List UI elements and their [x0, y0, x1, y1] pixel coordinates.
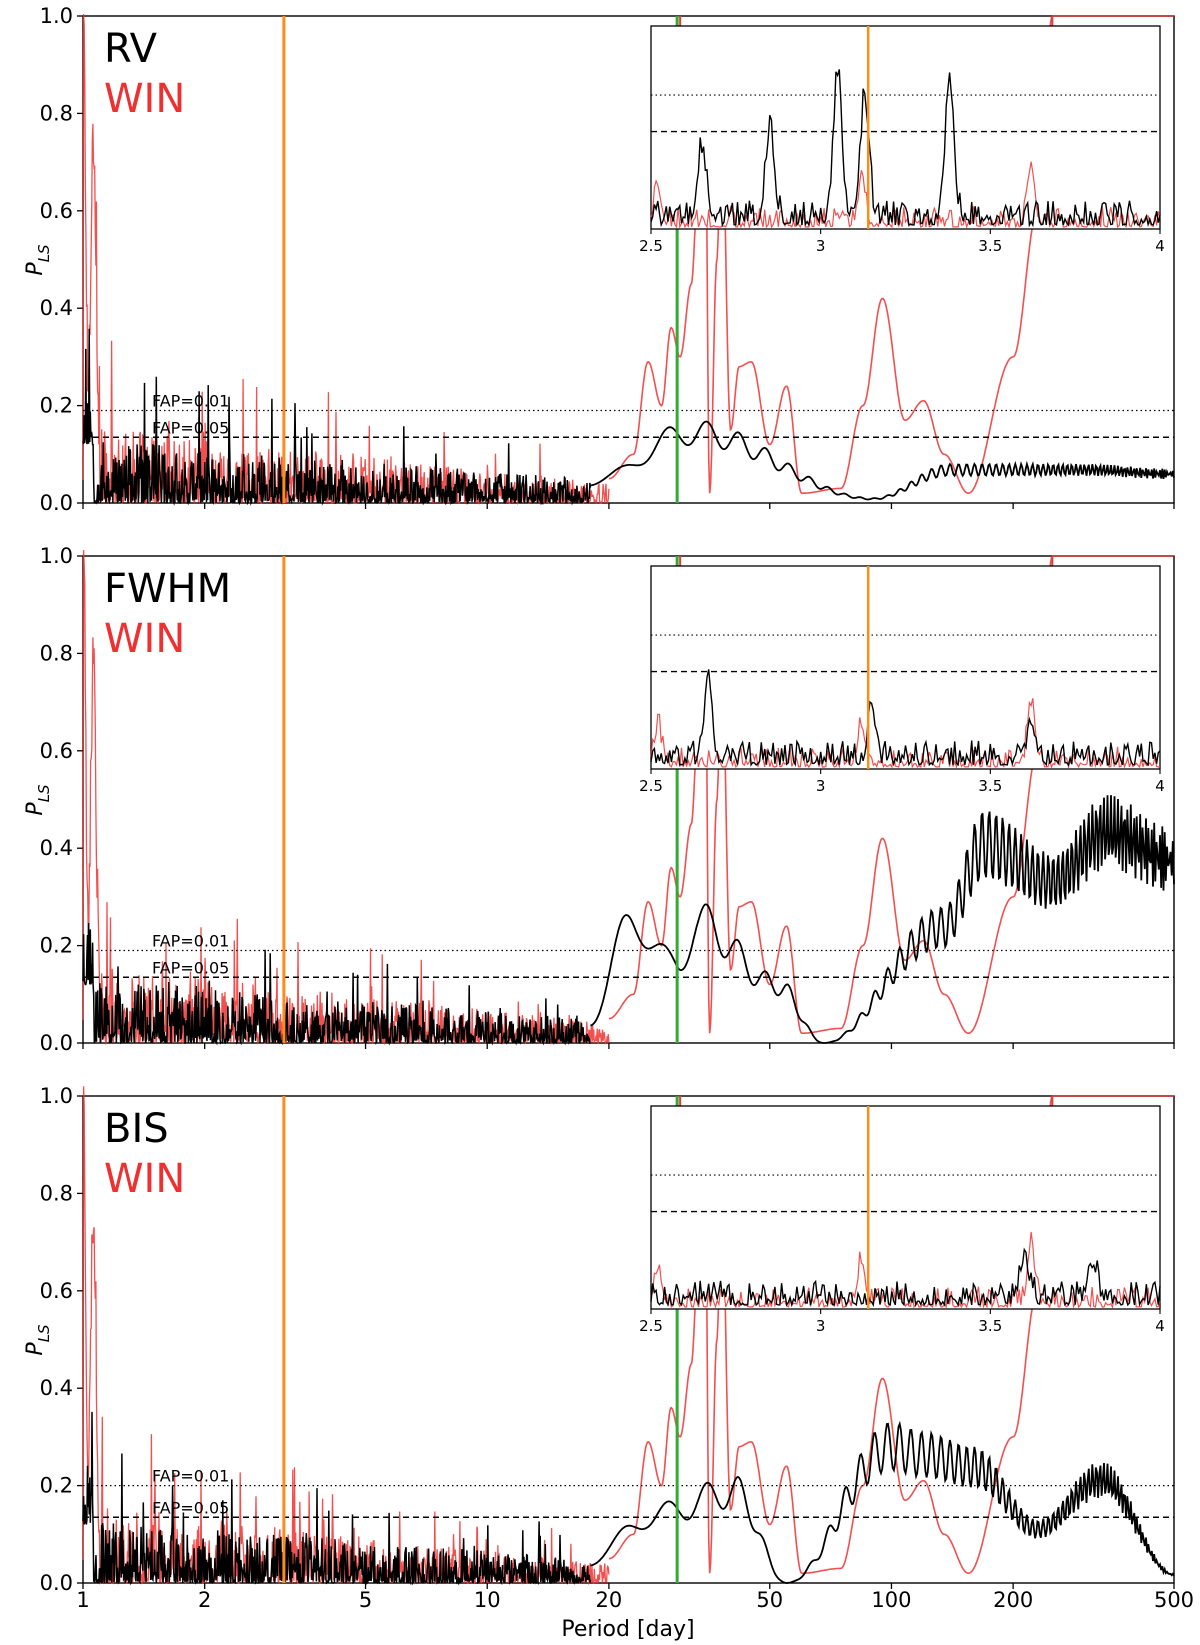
inset-x-tick-label: 2.5: [639, 777, 663, 795]
panel-bis: 0.0 0.2 0.4 0.6 0.8 1.0 FAP=0.01 FAP=0.05 BIS…: [23, 1084, 1175, 1595]
inset-x-tick-label: 3: [816, 237, 826, 255]
panel-label: FWHM: [104, 566, 231, 612]
y-title-sub: LS: [35, 1324, 53, 1342]
panel-fwhm-y-axis: 0.0 0.2 0.4 0.6 0.8 1.0: [40, 544, 83, 1055]
panel-label: RV: [104, 26, 158, 72]
y-tick-label: 0.6: [40, 199, 73, 223]
inset-frame: [650, 1105, 1161, 1310]
panel-bis-y-axis: 0.0 0.2 0.4 0.6 0.8 1.0: [40, 1084, 83, 1595]
panel-rv-x-tick-marks: [82, 503, 1175, 509]
panel-fwhm: 0.0 0.2 0.4 0.6 0.8 1.0 FAP=0.01 FAP=0.05 FWH…: [23, 544, 1175, 1055]
inset-x-tick-label: 2.5: [639, 237, 663, 255]
y-tick-label: 0.8: [40, 641, 73, 665]
panel-rv-y-axis: 0.0 0.2 0.4 0.6 0.8 1.0: [40, 4, 83, 515]
y-tick-label: 0.6: [40, 739, 73, 763]
y-tick-label: 0.0: [40, 491, 73, 515]
panel-rv: 0.00.20.40.60.81.0 FAP=0.01 FAP=0.05 RV …: [23, 4, 1175, 515]
series-noise-line: [82, 328, 592, 506]
y-tick-label: 1.0: [40, 1084, 73, 1108]
y-title-sub: LS: [35, 784, 53, 802]
x-tick-label: 5: [359, 1588, 372, 1612]
y-axis-title: PLS: [23, 784, 53, 816]
y-title-main: P: [23, 802, 48, 816]
inset-x-tick-label: 3: [816, 1317, 826, 1335]
panel-bis-x-tick-marks: [82, 1583, 1175, 1589]
fap-01-label: FAP=0.01: [152, 1467, 229, 1486]
window-label: WIN: [104, 616, 185, 662]
panel-label: BIS: [104, 1106, 169, 1152]
series-noise-line: [82, 922, 591, 1046]
y-tick-label: 0.4: [40, 836, 73, 860]
inset-x-tick-label: 4: [1155, 777, 1165, 795]
inset-frame: [650, 565, 1161, 770]
x-tick-label: 1: [76, 1588, 89, 1612]
fap-05-label: FAP=0.05: [152, 958, 229, 977]
y-tick-label: 0.0: [40, 1031, 73, 1055]
series-noise-line: [82, 1411, 592, 1586]
series-line: [590, 795, 1175, 1044]
inset-series-line: [650, 1247, 1161, 1308]
x-axis-tick-labels: 1 2 5 10 20 50 100 200 500: [76, 1588, 1194, 1612]
x-tick-label: 100: [871, 1588, 911, 1612]
inset-x-tick-label: 4: [1155, 1317, 1165, 1335]
panel-bis-plot: [82, 1086, 1175, 1586]
inset-x-tick-label: 3: [816, 777, 826, 795]
x-tick-label: 2: [198, 1588, 211, 1612]
inset-x-tick-label: 3.5: [978, 237, 1002, 255]
x-tick-label: 20: [596, 1588, 623, 1612]
inset-x-tick-label: 3.5: [978, 777, 1002, 795]
fap-05-label: FAP=0.05: [152, 1498, 229, 1517]
y-title-sub: LS: [35, 244, 53, 262]
inset-x-tick-label: 4: [1155, 237, 1165, 255]
y-title-main: P: [23, 1342, 48, 1356]
y-tick-label: 1.0: [40, 544, 73, 568]
y-axis-title: PLS: [23, 244, 53, 276]
x-tick-label: 200: [993, 1588, 1033, 1612]
y-tick-label: 0.4: [40, 1376, 73, 1400]
panel-fwhm-inset: 2.5 3 3.5 4: [639, 565, 1165, 795]
inset-frame: [650, 25, 1161, 230]
y-tick-label: 0.6: [40, 1279, 73, 1303]
y-title-main: P: [23, 262, 48, 276]
series-line: [590, 420, 1175, 501]
x-tick-label: 500: [1154, 1588, 1194, 1612]
y-tick-label: 0.2: [40, 1474, 73, 1498]
panel-fwhm-x-tick-marks: [82, 1043, 1175, 1049]
y-tick-label: 1.0: [40, 4, 73, 28]
inset-window-line: [650, 698, 1161, 770]
y-tick-label: 0.2: [40, 394, 73, 418]
window-label: WIN: [104, 76, 185, 122]
panel-bis-inset: 2.5 3 3.5 4: [639, 1105, 1165, 1335]
fap-01-label: FAP=0.01: [152, 391, 229, 410]
y-tick-label: 0.2: [40, 934, 73, 958]
inset-series-line: [650, 669, 1161, 767]
y-tick-label: 0.8: [40, 101, 73, 125]
y-tick-label: 0.8: [40, 1181, 73, 1205]
series-line: [590, 1420, 1175, 1584]
panel-rv-inset: 2.5 3 3.5 4: [639, 25, 1165, 255]
window-label: WIN: [104, 1156, 185, 1202]
y-tick-label: 0.4: [40, 296, 73, 320]
x-tick-label: 10: [474, 1588, 501, 1612]
y-axis-title: PLS: [23, 1324, 53, 1356]
inset-series-line: [650, 69, 1161, 228]
inset-x-tick-label: 2.5: [639, 1317, 663, 1335]
y-tick-label: 0.0: [40, 1571, 73, 1595]
x-tick-label: 50: [756, 1588, 783, 1612]
inset-window-line: [650, 161, 1161, 230]
fap-05-label: FAP=0.05: [152, 418, 229, 437]
fap-01-label: FAP=0.01: [152, 931, 229, 950]
inset-x-tick-label: 3.5: [978, 1317, 1002, 1335]
x-axis-title: Period [day]: [561, 1617, 694, 1642]
